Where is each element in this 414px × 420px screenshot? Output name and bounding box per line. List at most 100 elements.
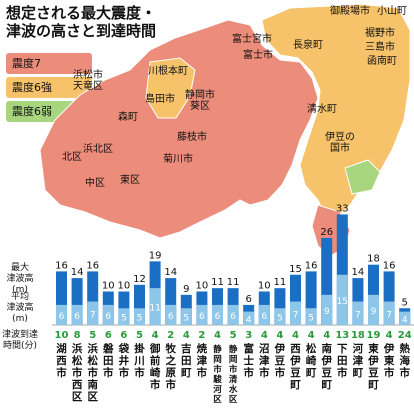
category-label: 町 bbox=[353, 367, 364, 379]
data-label-arrival-time: 5 bbox=[230, 330, 237, 341]
map-label: 清水町 bbox=[307, 102, 337, 115]
bar-avg bbox=[196, 304, 208, 325]
data-label-max: 11 bbox=[274, 277, 287, 288]
map-label: 浜松市 bbox=[73, 68, 103, 81]
category-label: 田 bbox=[103, 355, 114, 367]
category-label: 吉 bbox=[181, 342, 192, 355]
data-label-arrival-time: 4 bbox=[183, 330, 190, 341]
category-label: 磐 bbox=[103, 342, 114, 355]
map-label: 伊豆の bbox=[325, 131, 355, 143]
category-label: 静 bbox=[213, 344, 222, 355]
data-label-avg: 15 bbox=[337, 297, 348, 307]
bar-avg bbox=[118, 308, 130, 325]
category-label: 西 bbox=[290, 343, 301, 355]
data-label-arrival-time: 5 bbox=[89, 330, 96, 341]
data-label-max: 14 bbox=[352, 267, 365, 278]
map-label: 東区 bbox=[120, 173, 140, 186]
data-label-arrival-time: 6 bbox=[105, 330, 112, 341]
map-label: 浜北区 bbox=[83, 143, 113, 155]
category-label: 市 bbox=[165, 378, 176, 391]
data-label-avg: 7 bbox=[90, 310, 96, 320]
bar-max bbox=[321, 237, 333, 325]
data-label-avg: 4 bbox=[246, 315, 252, 325]
category-label: 下 bbox=[337, 343, 348, 355]
category-label: 岡 bbox=[229, 355, 238, 365]
data-label-arrival-time: 3 bbox=[245, 330, 252, 341]
bar-avg bbox=[180, 308, 192, 325]
category-label: 市 bbox=[399, 366, 410, 379]
map-label: 島田市 bbox=[145, 92, 175, 105]
data-label-avg: 6 bbox=[74, 312, 80, 322]
data-label-max: 11 bbox=[227, 277, 240, 288]
data-label-max: 19 bbox=[149, 250, 162, 261]
bar-max bbox=[56, 271, 67, 325]
data-label-arrival-time: 10 bbox=[55, 330, 69, 341]
map-label: 三島市 bbox=[365, 40, 395, 53]
category-label: 区 bbox=[87, 391, 98, 403]
data-label-arrival-time: 24 bbox=[398, 330, 412, 341]
map-label: 葵区 bbox=[190, 100, 210, 112]
category-label: 井 bbox=[119, 354, 130, 367]
data-label-max: 26 bbox=[320, 227, 333, 238]
data-label-avg: 7 bbox=[386, 310, 392, 320]
category-label: 浜 bbox=[72, 342, 83, 355]
category-label: 河 bbox=[353, 343, 364, 355]
category-label: 津 bbox=[259, 354, 270, 367]
category-label: 湖 bbox=[56, 342, 67, 355]
bar-avg bbox=[336, 274, 348, 325]
data-label-max: 10 bbox=[118, 281, 131, 292]
data-label-avg: 5 bbox=[121, 314, 127, 324]
map-label: 富士宮市 bbox=[232, 32, 272, 45]
category-label: 伊 bbox=[383, 342, 395, 355]
data-label-avg: 9 bbox=[371, 307, 377, 317]
category-label: 松 bbox=[72, 354, 83, 367]
bar-avg bbox=[56, 304, 67, 325]
data-label-max: 5 bbox=[402, 297, 408, 308]
category-label: 南 bbox=[321, 342, 332, 355]
category-label: 町 bbox=[181, 367, 192, 379]
category-label: 牧 bbox=[165, 342, 176, 355]
category-label: 市 bbox=[134, 366, 145, 379]
data-label-max: 6 bbox=[246, 294, 252, 305]
category-label: 市 bbox=[119, 366, 130, 379]
data-label-avg: 7 bbox=[293, 310, 299, 320]
category-label: 浜 bbox=[87, 342, 98, 355]
category-label: 之 bbox=[165, 354, 176, 367]
category-label: 水 bbox=[228, 384, 238, 395]
data-label-max: 9 bbox=[183, 284, 189, 295]
data-label-arrival-time: 18 bbox=[351, 330, 365, 341]
map-label: 裾野市 bbox=[365, 26, 395, 39]
data-label-max: 14 bbox=[71, 267, 84, 278]
category-label: 原 bbox=[165, 367, 176, 379]
data-label-avg: 6 bbox=[215, 312, 221, 322]
map-label: 天竜区 bbox=[73, 79, 103, 92]
map-label: 長泉町 bbox=[293, 38, 323, 51]
category-label: 焼 bbox=[197, 342, 208, 355]
data-label-max: 10 bbox=[102, 281, 115, 292]
map-label: 川根本町 bbox=[148, 64, 188, 77]
bar-avg bbox=[149, 288, 161, 325]
category-label: 富 bbox=[243, 342, 254, 355]
category-label: 静 bbox=[229, 344, 238, 355]
category-label: 市 bbox=[259, 366, 270, 379]
data-label-max: 10 bbox=[258, 281, 271, 292]
data-label-max: 16 bbox=[305, 260, 318, 271]
data-label-max: 16 bbox=[383, 260, 396, 271]
category-label: 南 bbox=[87, 378, 98, 391]
category-label: 松 bbox=[87, 354, 98, 367]
map-label: 藤枝市 bbox=[177, 130, 207, 143]
bar-avg bbox=[305, 308, 317, 325]
category-label: 田 bbox=[181, 355, 192, 367]
category-label: 岡 bbox=[213, 355, 222, 365]
data-label-max: 10 bbox=[196, 281, 209, 292]
data-label-avg: 11 bbox=[149, 304, 160, 314]
category-label: 豆 bbox=[290, 367, 301, 379]
bar-avg bbox=[274, 308, 286, 325]
bar-avg bbox=[227, 304, 239, 325]
data-label-avg: 6 bbox=[261, 312, 267, 322]
map-region-shindo-6-weak bbox=[344, 159, 381, 195]
chart-title: 想定される最大震度・ 津波の高さと到達時間 bbox=[6, 4, 157, 40]
category-label: 士 bbox=[243, 354, 254, 367]
